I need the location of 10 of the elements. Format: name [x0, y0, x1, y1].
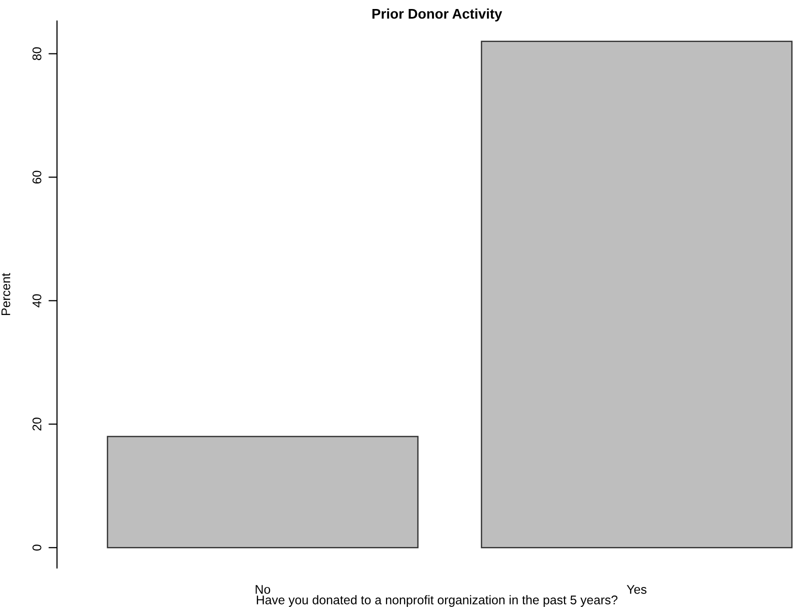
y-axis-title: Percent — [2, 273, 10, 316]
chart-title: Prior Donor Activity — [372, 8, 502, 22]
y-tick-label: 40 — [32, 294, 42, 308]
y-tick-label: 60 — [32, 170, 42, 184]
x-tick-label: No — [256, 585, 270, 594]
x-tick-label: Yes — [626, 585, 646, 594]
y-tick-label: 20 — [32, 418, 42, 430]
y-tick-label: 0 — [32, 544, 42, 551]
y-tick-label: 80 — [32, 47, 42, 60]
x-axis-title: Have you donated to a nonprofit organization in the past 5 years? — [256, 595, 618, 607]
